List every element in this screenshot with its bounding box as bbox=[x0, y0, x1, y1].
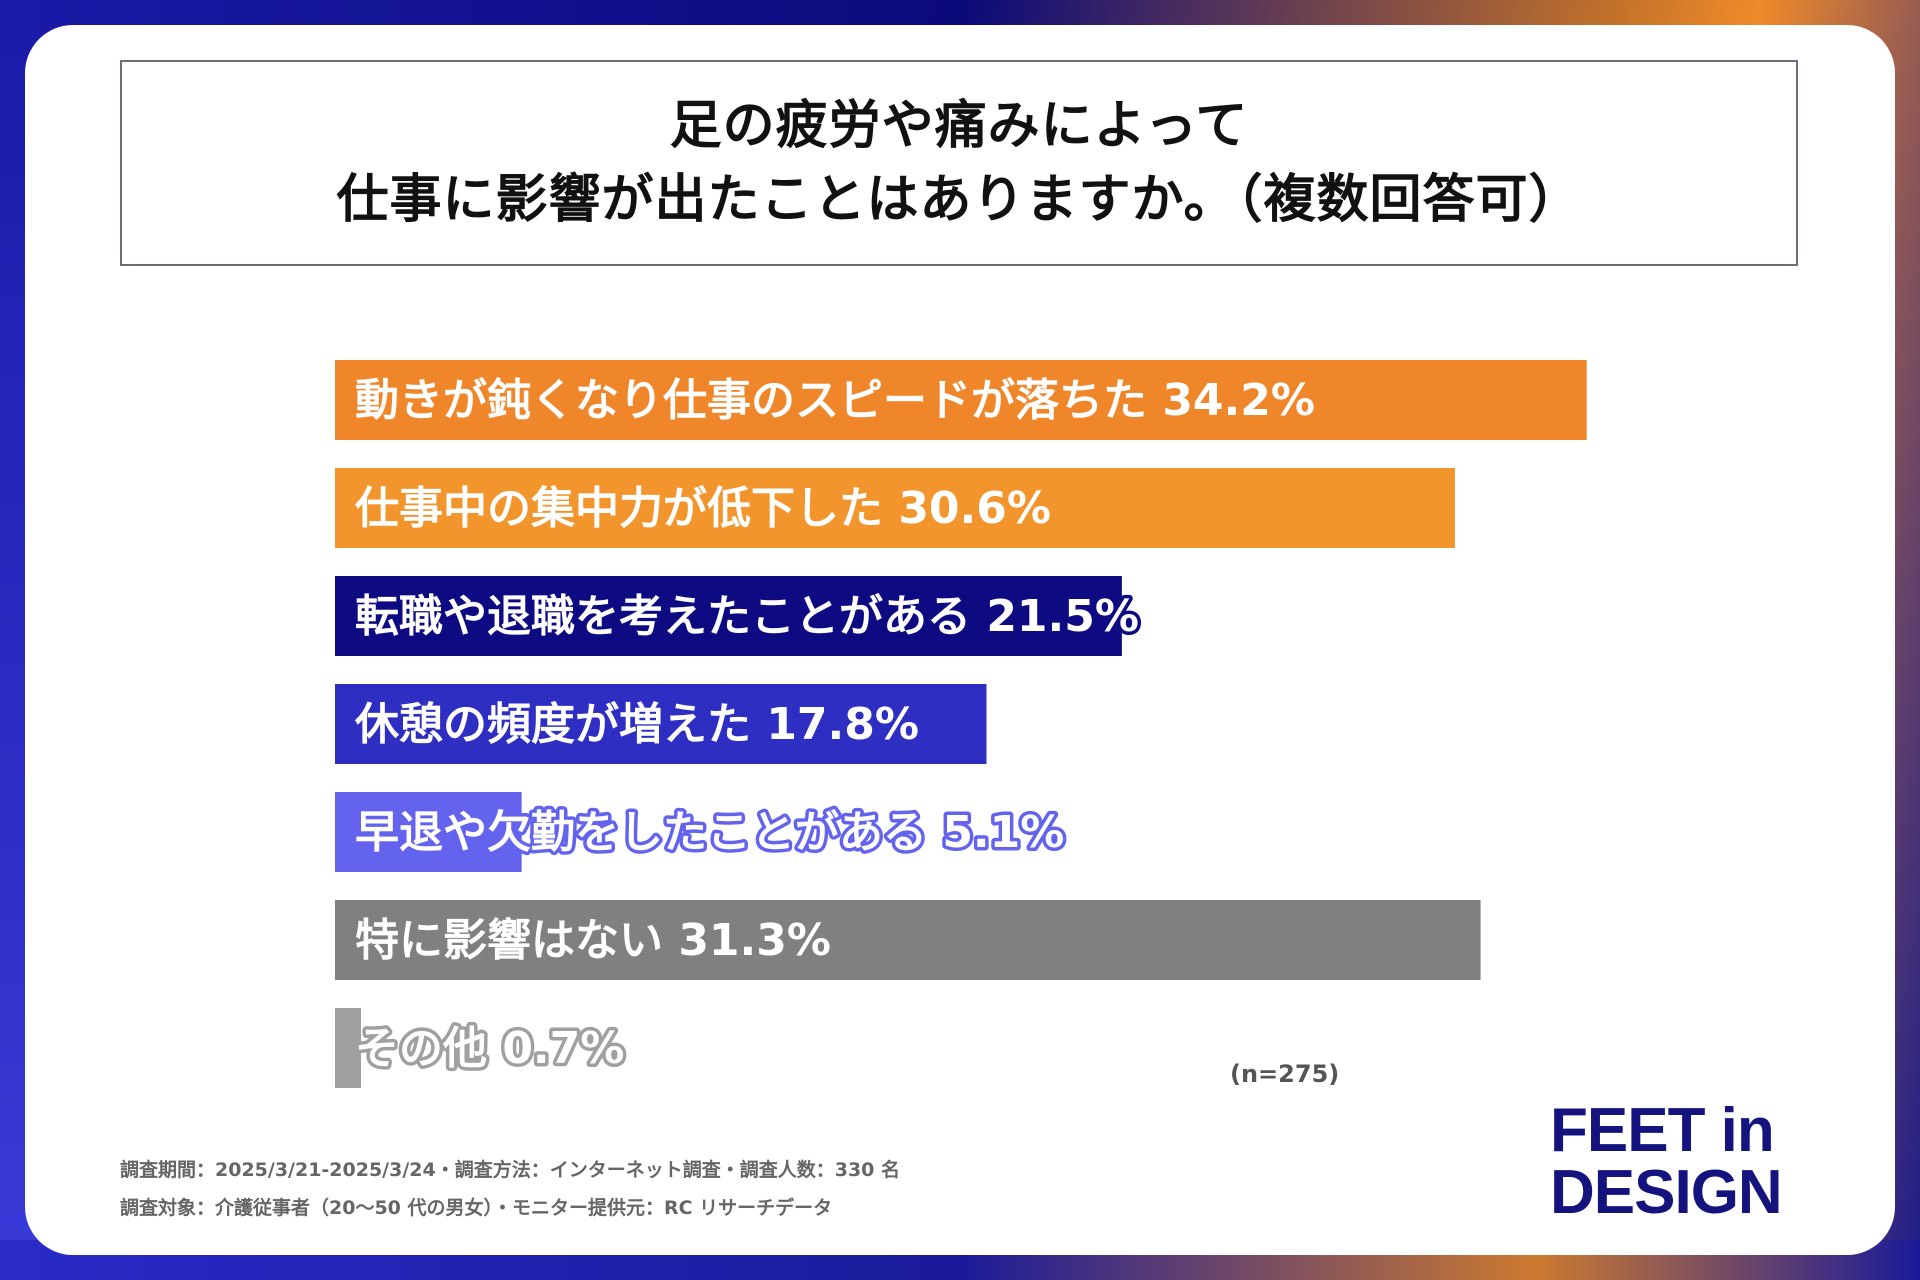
bar-5 bbox=[335, 900, 1481, 980]
title-box: 足の疲労や痛みによって 仕事に影響が出たことはありますか。（複数回答可） bbox=[120, 60, 1798, 266]
logo-line-2: DESIGN bbox=[1550, 1158, 1783, 1227]
footnote-survey-period: 調査期間：2025/3/21-2025/3/24・調査方法：インターネット調査・… bbox=[120, 1159, 901, 1181]
bar-4 bbox=[335, 792, 522, 872]
bar-3 bbox=[335, 684, 987, 764]
bar-chart: 動きが鈍くなり仕事のスピードが落ちた 34.2% 仕事中の集中力が低下した 30.… bbox=[335, 360, 1587, 1088]
brand-logo: FEET in DESIGN bbox=[1550, 1096, 1783, 1227]
sample-size-label: (n=275) bbox=[1230, 1060, 1340, 1088]
bar-label-5: 特に影響はない 31.3% bbox=[355, 915, 831, 966]
title-line-1: 足の疲労や痛みによって bbox=[669, 96, 1249, 156]
footnote-survey-target: 調査対象：介護従事者（20～50 代の男女）・モニター提供元：RC リサーチデー… bbox=[120, 1197, 833, 1219]
bar-label-3: 休憩の頻度が増えた 17.8% bbox=[354, 699, 919, 750]
logo-line-1: FEET in bbox=[1550, 1096, 1775, 1165]
bar-label-4: 早退や欠勤をしたことがある 5.1% bbox=[355, 807, 1064, 858]
bar-label-6: その他 0.7% bbox=[355, 1023, 624, 1074]
chart-card: 足の疲労や痛みによって 仕事に影響が出たことはありますか。（複数回答可） 動きが… bbox=[25, 25, 1895, 1255]
bar-2 bbox=[335, 576, 1122, 656]
bar-0 bbox=[335, 360, 1587, 440]
bar-label-2: 転職や退職を考えたことがある 21.5% bbox=[355, 591, 1139, 642]
bar-label-1: 仕事中の集中力が低下した 30.6% bbox=[355, 483, 1051, 534]
title-line-2: 仕事に影響が出たことはありますか。（複数回答可） bbox=[336, 170, 1582, 230]
bar-1 bbox=[335, 468, 1455, 548]
bar-label-0: 動きが鈍くなり仕事のスピードが落ちた 34.2% bbox=[355, 375, 1315, 426]
bar-6 bbox=[335, 1008, 361, 1088]
